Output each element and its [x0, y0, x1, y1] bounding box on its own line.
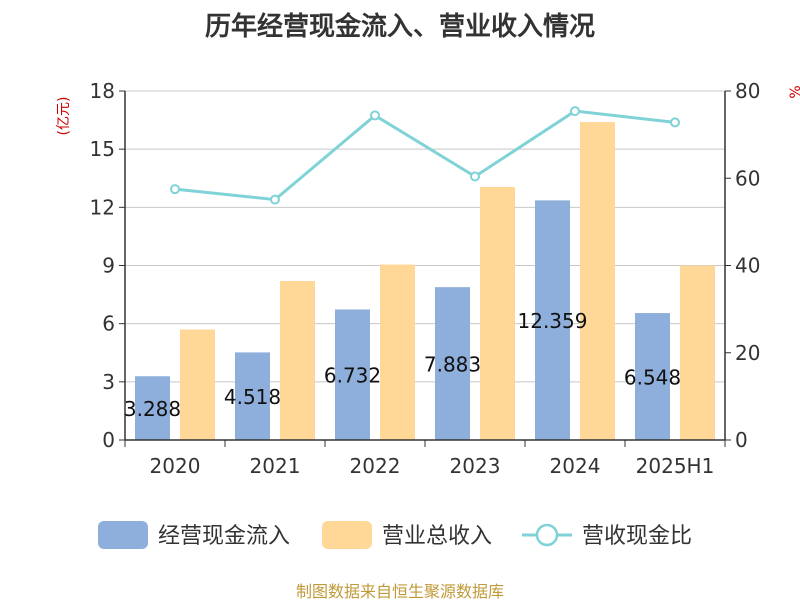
y-left-tick-label: 6	[102, 312, 115, 336]
legend-swatch-revenue	[322, 521, 372, 549]
bar-data-label: 3.288	[124, 397, 181, 421]
legend-swatch-ratio-marker	[535, 523, 559, 547]
bar-data-label: 12.359	[518, 309, 588, 333]
line-point	[370, 110, 380, 121]
bar-data-label: 4.518	[224, 385, 281, 409]
y-right-tick-label: 60	[735, 166, 760, 190]
y-right-axis-label: %	[788, 85, 800, 98]
bar-revenue	[580, 122, 615, 441]
bar-data-label: 7.883	[424, 353, 481, 377]
line-point	[470, 171, 480, 182]
source-note: 制图数据来自恒生聚源数据库	[295, 582, 504, 601]
x-tick-label: 2025H1	[636, 454, 715, 478]
bar-data-label: 6.548	[624, 366, 681, 390]
legend-swatch-cash-inflow	[98, 521, 148, 549]
bar-revenue	[380, 264, 415, 440]
bar-data-label: 6.732	[324, 364, 381, 388]
x-tick-label: 2024	[550, 454, 601, 478]
bar-cash-inflow	[335, 309, 370, 440]
y-left-tick-label: 15	[90, 137, 115, 161]
y-right-tick-label: 20	[735, 341, 760, 365]
bar-cash-inflow	[435, 287, 470, 440]
y-left-tick-label: 12	[90, 195, 115, 219]
y-right-tick-label: 80	[735, 79, 760, 103]
y-left-tick-label: 3	[102, 370, 115, 394]
y-left-tick-label: 9	[102, 254, 115, 278]
bar-cash-inflow	[535, 200, 570, 440]
y-left-tick-label: 18	[90, 79, 115, 103]
x-tick-label: 2022	[350, 454, 401, 478]
bar-cash-inflow	[235, 352, 270, 440]
y-right-tick-label: 40	[735, 254, 760, 278]
bar-revenue	[680, 265, 715, 440]
legend-label-cash-inflow: 经营现金流入	[158, 524, 290, 549]
x-tick-label: 2021	[250, 454, 301, 478]
line-point	[270, 194, 280, 205]
chart-title: 历年经营现金流入、营业收入情况	[204, 12, 595, 42]
x-tick-label: 2020	[150, 454, 201, 478]
legend-label-ratio: 营收现金比	[582, 524, 692, 549]
x-tick-label: 2023	[450, 454, 501, 478]
legend-label-revenue: 营业总收入	[382, 524, 492, 549]
line-cash-ratio	[174, 109, 676, 202]
line-point	[670, 117, 680, 128]
line-point	[170, 184, 180, 195]
bar-revenue	[480, 186, 515, 440]
line-point	[570, 106, 580, 117]
bar-cash-inflow	[635, 313, 670, 440]
bar-revenue	[280, 281, 315, 440]
y-left-axis-label: (亿元)	[56, 97, 72, 136]
y-left-tick-label: 0	[102, 428, 115, 452]
bar-cash-inflow	[135, 376, 170, 440]
y-right-tick-label: 0	[735, 428, 748, 452]
bar-revenue	[180, 329, 215, 440]
